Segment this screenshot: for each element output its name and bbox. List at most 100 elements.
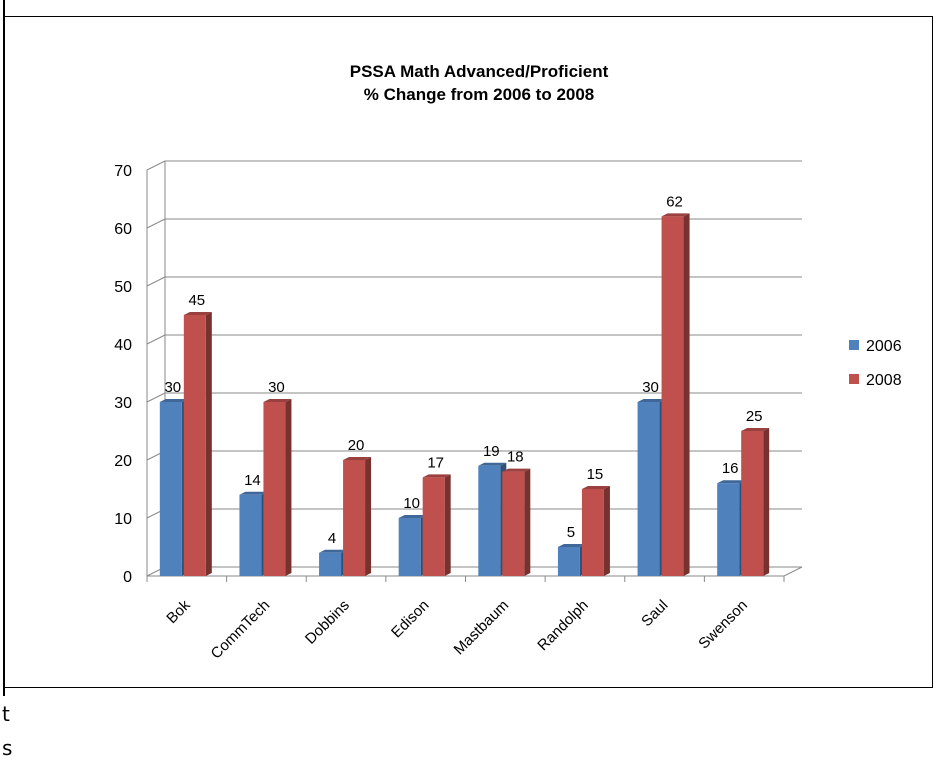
chart-title: PSSA Math Advanced/Proficient [350, 62, 609, 81]
stray-text-t: t [2, 702, 10, 726]
page-left-edge [3, 16, 5, 696]
y-tick-label: 60 [114, 221, 132, 238]
gridline-depth [146, 334, 166, 345]
bar-2008-Randolph [581, 486, 610, 576]
bar-top [263, 399, 292, 402]
chart: PSSA Math Advanced/Proficient % Change f… [114, 62, 902, 663]
bar-front [741, 431, 764, 576]
legend-swatch-2006 [849, 340, 859, 350]
data-label: 10 [403, 495, 420, 512]
bar-front [263, 402, 286, 576]
bar-front [502, 471, 525, 576]
bar-top [343, 457, 372, 460]
x-tick-label: Bok [163, 596, 194, 627]
bar-front [422, 477, 445, 576]
x-tick-label: Saul [638, 597, 671, 630]
y-tick-label: 20 [114, 453, 132, 470]
bar-top [478, 462, 507, 466]
bar-front [183, 315, 206, 576]
bar-side [285, 399, 292, 576]
bar-side [205, 312, 212, 576]
bar-front [661, 216, 684, 576]
legend-label-2006: 2006 [866, 338, 902, 355]
bar-front [343, 460, 366, 576]
x-tick-label: CommTech [208, 597, 274, 663]
bar-front [557, 547, 580, 576]
y-tick-label: 10 [114, 511, 132, 528]
legend-label-2008: 2008 [866, 372, 902, 389]
bar-front [398, 518, 421, 576]
bar-front [581, 489, 604, 576]
bar-2008-Bok [183, 312, 212, 576]
bar-front [478, 465, 501, 576]
bar-top [183, 312, 212, 315]
bar-2006-Mastbaum [478, 462, 507, 576]
bar-top [502, 468, 531, 472]
data-label: 30 [164, 379, 181, 396]
data-label: 62 [666, 193, 683, 210]
x-tick-label: Edison [388, 597, 432, 641]
bar-2008-Edison [422, 474, 451, 576]
gridline-depth [146, 160, 166, 171]
bar-side [683, 213, 690, 576]
data-label: 25 [746, 408, 763, 425]
data-label: 5 [567, 524, 575, 541]
data-label: 17 [427, 454, 444, 471]
bar-2008-CommTech [263, 399, 292, 576]
bar-top [717, 480, 746, 484]
bar-side [603, 486, 610, 576]
data-label: 4 [328, 530, 336, 547]
bar-2006-Edison [398, 515, 427, 576]
bar-2008-Mastbaum [502, 468, 531, 576]
bar-top [581, 486, 610, 489]
data-label: 16 [722, 460, 739, 477]
bar-front [239, 494, 262, 576]
data-label: 30 [268, 379, 285, 396]
bar-front [159, 402, 182, 576]
bar-top [319, 549, 348, 553]
bar-front [637, 402, 660, 576]
stray-text-s: s [2, 736, 13, 760]
x-tick-label: Mastbaum [451, 597, 513, 659]
bar-side [365, 457, 372, 576]
data-label: 30 [642, 379, 659, 396]
y-tick-label: 40 [114, 337, 132, 354]
bar-2006-Dobbins [319, 549, 348, 576]
y-tick-label: 30 [114, 395, 132, 412]
bar-2008-Saul [661, 213, 690, 576]
bar-top [557, 544, 586, 547]
bar-top [239, 491, 268, 495]
bar-2006-Bok [159, 399, 188, 576]
bar-2006-Swenson [717, 480, 746, 576]
bar-top [741, 428, 770, 431]
chart-title-group: PSSA Math Advanced/Proficient % Change f… [350, 62, 609, 104]
chart-frame: PSSA Math Advanced/Proficient % Change f… [3, 16, 933, 688]
bar-top [661, 213, 690, 217]
data-label: 18 [507, 449, 524, 466]
gridline-depth [146, 276, 166, 287]
bar-side [524, 468, 531, 576]
bar-2006-Saul [637, 399, 666, 576]
bar-top [159, 399, 188, 402]
x-tick-label: Dobbins [302, 597, 353, 648]
bar-top [637, 399, 666, 402]
bar-front [319, 552, 342, 576]
data-label: 20 [348, 437, 365, 454]
bar-2008-Swenson [741, 428, 770, 576]
bar-top [422, 474, 451, 478]
bar-side [763, 428, 770, 576]
gridline-depth [146, 218, 166, 229]
floor-right-edge [783, 566, 803, 577]
data-labels-layer: 30 45 14 30 4 20 10 17 19 18 5 15 30 62 16 25 [164, 193, 762, 546]
legend: 2006 2008 [849, 338, 902, 389]
bars-layer [159, 213, 770, 576]
bar-top [398, 515, 427, 518]
legend-swatch-2008 [849, 374, 859, 384]
y-tick-label: 50 [114, 279, 132, 296]
data-label: 19 [483, 443, 500, 460]
x-tick-label: Randolph [534, 597, 591, 654]
x-tick-label: Swenson [695, 597, 751, 653]
chart-subtitle: % Change from 2006 to 2008 [364, 85, 595, 104]
gridline-depth [146, 392, 166, 403]
data-label: 45 [188, 292, 205, 309]
